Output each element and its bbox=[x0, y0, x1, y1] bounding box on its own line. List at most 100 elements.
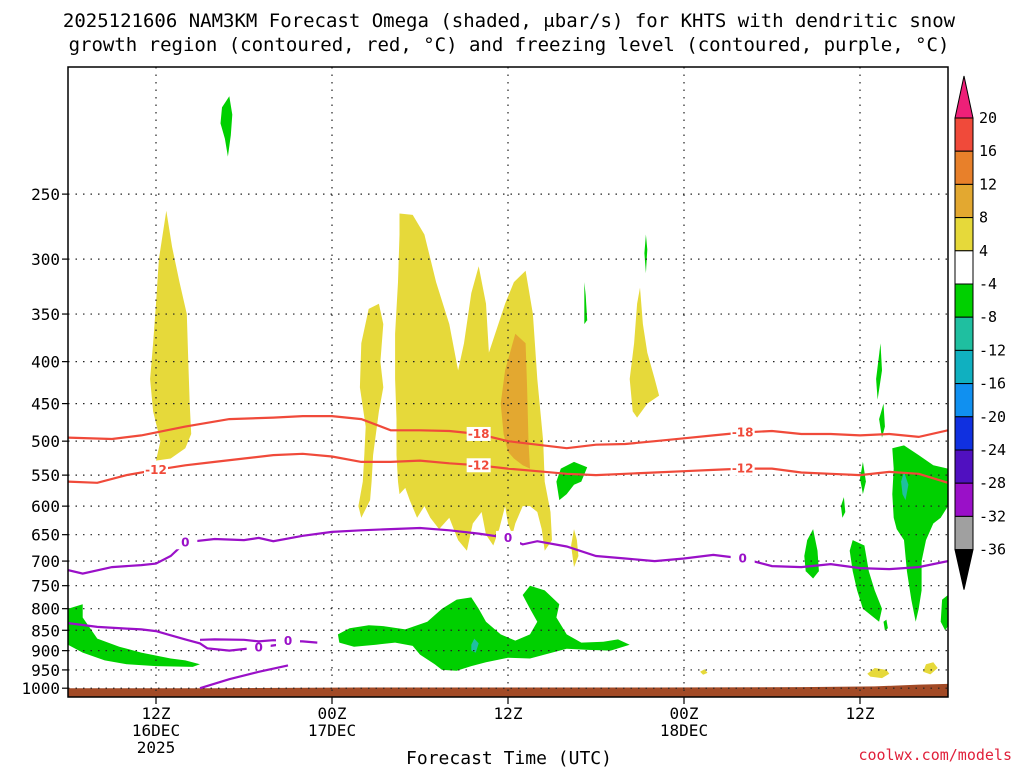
colorbar-swatch-5 bbox=[954, 250, 974, 285]
dgz-contour-minus12-label-0: -12 bbox=[145, 463, 167, 477]
freezing-level-contour-2-label-0: 0 bbox=[284, 634, 292, 648]
colorbar-label-1: 16 bbox=[979, 142, 997, 160]
x-tick-label-6-2: 16DEC bbox=[132, 721, 180, 740]
omega-region-yellow-2 bbox=[395, 213, 552, 551]
freezing-level-contour-0-label-1: 0 bbox=[504, 531, 512, 545]
x-tick-label-18-1: 00Z bbox=[318, 704, 347, 723]
freezing-level-contour-1 bbox=[68, 622, 289, 652]
colorbar-label-6: -8 bbox=[979, 308, 997, 326]
colorbar-swatch-9 bbox=[954, 383, 974, 418]
x-tick-label-30-1: 12Z bbox=[494, 704, 523, 723]
omega-region-green-25 bbox=[883, 619, 888, 631]
omega-region-green-11 bbox=[644, 234, 648, 274]
dgz-contour-minus18-label-bg-0 bbox=[466, 426, 491, 441]
dgz-contour-minus18 bbox=[68, 415, 948, 450]
omega-region-yellow-6 bbox=[867, 668, 890, 679]
freezing-level-contour-3 bbox=[199, 664, 289, 690]
colorbar-swatch-7 bbox=[954, 316, 974, 351]
omega-region-yellow-1 bbox=[358, 303, 384, 518]
freezing-level-contour-0-label-bg-2 bbox=[730, 551, 755, 566]
dgz-contour-minus18-label-bg-1 bbox=[730, 425, 755, 440]
omega-region-green-17 bbox=[849, 540, 882, 622]
omega-region-yellow-8 bbox=[700, 669, 708, 675]
y-tick-label-500: 500 bbox=[31, 432, 60, 451]
y-tick-label-700: 700 bbox=[31, 552, 60, 571]
colorbar-label-2: 12 bbox=[979, 175, 997, 193]
dgz-contour-minus18-label-1: -18 bbox=[732, 426, 754, 440]
dgz-contour-minus12-label-bg-1 bbox=[466, 458, 491, 473]
colorbar-swatch-13 bbox=[954, 515, 974, 551]
dgz-contour-minus12-label-2: -12 bbox=[732, 462, 754, 476]
y-tick-label-650: 650 bbox=[31, 526, 60, 545]
x-tick-label-42-2: 18DEC bbox=[660, 721, 708, 740]
y-tick-label-850: 850 bbox=[31, 621, 60, 640]
colorbar-label-5: -4 bbox=[979, 275, 997, 293]
chart-title-line-2: growth region (contoured, red, °C) and f… bbox=[69, 34, 950, 56]
credit-link[interactable]: coolwx.com/models bbox=[858, 746, 1012, 764]
y-tick-label-1000: 1000 bbox=[21, 679, 60, 698]
freezing-level-contour-2 bbox=[199, 638, 318, 644]
colorbar-swatch-3 bbox=[954, 183, 974, 219]
freezing-level-contour-1-label-0: 0 bbox=[254, 640, 262, 654]
colorbar-label-9: -20 bbox=[979, 408, 1006, 426]
freezing-level-contour-0-label-bg-0 bbox=[173, 535, 198, 550]
colorbar-swatch-11 bbox=[954, 449, 974, 484]
colorbar-label-11: -28 bbox=[979, 474, 1006, 492]
colorbar-swatch-1 bbox=[954, 117, 974, 152]
colorbar-label-10: -24 bbox=[979, 441, 1006, 459]
colorbar-swatch-6 bbox=[954, 283, 974, 318]
y-tick-label-950: 950 bbox=[31, 661, 60, 680]
omega-region-green-18 bbox=[879, 403, 885, 438]
colorbar-swatch-2 bbox=[954, 150, 974, 185]
omega-region-green-24 bbox=[940, 595, 948, 631]
y-tick-label-750: 750 bbox=[31, 577, 60, 596]
omega-region-green-20 bbox=[860, 461, 866, 495]
freezing-level-contour-1-label-bg-0 bbox=[246, 640, 271, 655]
colorbar-top-arrow bbox=[954, 75, 974, 119]
chart-title-line-1: 2025121606 NAM3KM Forecast Omega (shaded… bbox=[63, 10, 956, 32]
colorbar-bottom-arrow bbox=[954, 549, 974, 590]
y-tick-label-450: 450 bbox=[31, 395, 60, 414]
y-tick-label-300: 300 bbox=[31, 250, 60, 269]
x-tick-label-6-1: 12Z bbox=[142, 704, 171, 723]
x-tick-label-18-2: 17DEC bbox=[308, 721, 356, 740]
omega-region-teal-15 bbox=[471, 638, 479, 653]
y-tick-label-350: 350 bbox=[31, 305, 60, 324]
dgz-contour-minus12-label-bg-0 bbox=[144, 462, 168, 477]
omega-region-yellow-7 bbox=[923, 662, 938, 675]
dgz-contour-minus12-label-1: -12 bbox=[468, 458, 490, 472]
x-tick-label-54-1: 12Z bbox=[846, 704, 875, 723]
y-tick-label-900: 900 bbox=[31, 642, 60, 661]
colorbar-swatch-8 bbox=[954, 349, 974, 385]
colorbar-label-7: -12 bbox=[979, 341, 1006, 359]
colorbar-label-12: -32 bbox=[979, 507, 1006, 525]
colorbar-swatch-10 bbox=[954, 416, 974, 451]
freezing-level-contour-0-label-0: 0 bbox=[181, 535, 189, 549]
colorbar-label-0: 20 bbox=[979, 109, 997, 127]
y-tick-label-400: 400 bbox=[31, 353, 60, 372]
omega-region-green-14 bbox=[337, 585, 630, 671]
omega-region-yellow-0 bbox=[150, 210, 192, 461]
dgz-contour-minus12 bbox=[68, 452, 948, 484]
y-tick-label-600: 600 bbox=[31, 497, 60, 516]
colorbar-label-4: 4 bbox=[979, 242, 988, 260]
omega-region-teal-23 bbox=[901, 471, 909, 501]
freezing-level-contour-0-label-bg-1 bbox=[496, 530, 520, 545]
dgz-contour-minus12-label-bg-2 bbox=[730, 461, 755, 476]
colorbar-label-3: 8 bbox=[979, 209, 988, 227]
freezing-level-contour-0-label-2: 0 bbox=[738, 552, 746, 566]
omega-region-green-12 bbox=[556, 461, 588, 501]
dgz-contour-minus18-label-0: -18 bbox=[468, 427, 490, 441]
x-tick-label-6-3: 2025 bbox=[137, 738, 176, 757]
y-tick-label-800: 800 bbox=[31, 600, 60, 619]
x-axis-title: Forecast Time (UTC) bbox=[406, 748, 612, 768]
freezing-level-contour-2-label-bg-0 bbox=[276, 634, 300, 649]
y-tick-label-550: 550 bbox=[31, 466, 60, 485]
colorbar-swatch-12 bbox=[954, 482, 974, 517]
omega-region-green-9 bbox=[220, 96, 233, 157]
omega-region-green-13 bbox=[68, 604, 200, 667]
x-tick-label-42-1: 00Z bbox=[670, 704, 699, 723]
colorbar-label-8: -16 bbox=[979, 375, 1006, 393]
omega-region-green-21 bbox=[840, 497, 846, 518]
